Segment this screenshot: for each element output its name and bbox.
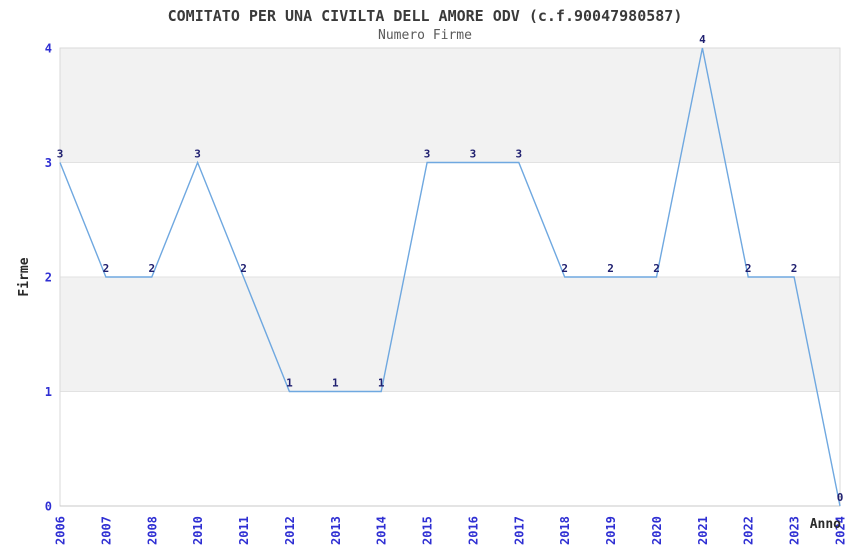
y-tick-label: 1 (45, 385, 52, 399)
x-tick-label: 2020 (650, 516, 664, 545)
y-tick-label: 4 (45, 42, 52, 56)
point-label: 2 (103, 262, 110, 275)
point-label: 3 (424, 148, 431, 161)
x-tick-label: 2017 (512, 516, 526, 545)
point-label: 3 (515, 148, 522, 161)
point-label: 3 (194, 148, 201, 161)
point-label: 2 (240, 262, 247, 275)
point-label: 2 (745, 262, 752, 275)
x-tick-label: 2016 (466, 516, 480, 545)
x-tick-label: 2024 (834, 516, 848, 545)
y-axis-title: Firme (17, 257, 32, 296)
x-tick-label: 2014 (375, 516, 389, 545)
point-label: 2 (148, 262, 155, 275)
chart-subtitle: Numero Firme (378, 28, 472, 43)
plot-band (60, 391, 840, 506)
point-label: 1 (378, 377, 385, 390)
chart-title: COMITATO PER UNA CIVILTA DELL AMORE ODV … (167, 7, 683, 25)
plot-band (60, 162, 840, 277)
point-label: 2 (561, 262, 568, 275)
point-label: 2 (607, 262, 614, 275)
x-tick-label: 2007 (99, 516, 113, 545)
x-tick-label: 2019 (604, 516, 618, 545)
x-tick-label: 2013 (329, 516, 343, 545)
point-label: 2 (653, 262, 660, 275)
y-tick-label: 3 (45, 156, 52, 170)
point-label: 1 (286, 377, 293, 390)
value-line (59, 47, 841, 507)
x-tick-label: 2021 (696, 516, 710, 545)
y-tick-label: 2 (45, 271, 52, 285)
x-tick-label: 2006 (54, 516, 68, 545)
point-label: 3 (470, 148, 477, 161)
point-label: 2 (791, 262, 798, 275)
point-label: 4 (699, 33, 706, 46)
x-tick-label: 2015 (421, 516, 435, 545)
x-tick-label: 2008 (145, 516, 159, 545)
plot-band (60, 277, 840, 392)
x-axis-title: Anno (810, 517, 841, 532)
x-tick-label: 2011 (237, 516, 251, 545)
x-tick-label: 2018 (558, 516, 572, 545)
x-tick-label: 2012 (283, 516, 297, 545)
x-tick-label: 2023 (788, 516, 802, 545)
point-label: 0 (837, 491, 844, 504)
point-label: 3 (57, 148, 64, 161)
point-label: 1 (332, 377, 339, 390)
y-tick-label: 0 (45, 500, 52, 514)
x-tick-label: 2022 (742, 516, 756, 545)
plot-band (60, 48, 840, 163)
x-tick-label: 2010 (191, 516, 205, 545)
